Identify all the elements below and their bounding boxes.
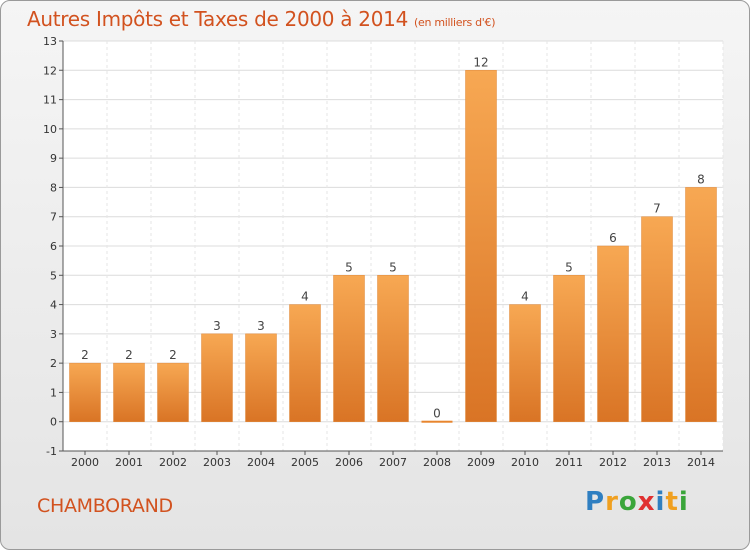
bar [333,275,365,422]
y-tick-label: 7 [50,211,57,224]
proxiti-logo: Proxiti [585,487,689,517]
x-tick-label: 2010 [511,456,539,469]
data-label: 4 [521,290,529,304]
x-tick-label: 2012 [599,456,627,469]
data-label: 7 [653,202,661,216]
bar [113,362,145,422]
y-tick-label: 8 [50,181,57,194]
data-label: 2 [125,348,133,362]
x-tick-label: 2001 [115,456,143,469]
y-tick-label: 11 [43,94,57,107]
y-tick-label: 9 [50,152,57,165]
y-tick-label: 0 [50,416,57,429]
data-labels: 2 2 2 3 3 4 5 5 0 12 4 5 6 7 8 [81,55,705,420]
y-tick-label: 2 [50,357,57,370]
bar [421,420,453,423]
y-tick-label: 10 [43,123,57,136]
logo-letter: r [605,487,619,517]
chart-title: Autres Impôts et Taxes de 2000 à 2014 (en… [27,7,495,31]
bar [465,70,497,422]
title-unit: (en milliers d'€) [414,16,496,29]
y-tick-label: 13 [43,35,57,48]
bar [69,362,101,422]
bar [553,275,585,422]
bar [201,333,233,422]
data-label: 0 [433,407,441,421]
data-label: 12 [473,55,488,69]
data-label: 5 [345,260,353,274]
x-tick-label: 2008 [423,456,451,469]
data-label: 3 [257,319,265,333]
logo-letter: P [585,487,606,517]
x-tick-label: 2011 [555,456,583,469]
axes [59,40,723,455]
y-tick-label: 12 [43,64,57,77]
x-tick-labels: 2000 2001 2002 2003 2004 2005 2006 2007 2008 2009… [71,456,715,469]
bar [685,187,717,422]
x-tick-label: 2006 [335,456,363,469]
title-text: Autres Impôts et Taxes de 2000 à 2014 [27,7,408,31]
commune-name: CHAMBORAND [37,495,173,517]
logo-letter: i [655,487,666,517]
x-tick-label: 2002 [159,456,187,469]
x-tick-label: 2014 [687,456,715,469]
bar [157,362,189,422]
y-tick-label: -1 [46,445,57,458]
x-tick-label: 2004 [247,456,275,469]
x-tick-label: 2013 [643,456,671,469]
data-label: 3 [213,319,221,333]
y-tick-label: 6 [50,240,57,253]
x-tick-label: 2005 [291,456,319,469]
x-tick-label: 2009 [467,456,495,469]
y-tick-label: 1 [50,386,57,399]
data-label: 4 [301,290,309,304]
data-label: 5 [565,260,573,274]
bar [509,304,541,422]
x-tick-label: 2003 [203,456,231,469]
bar [597,245,629,422]
y-tick-label: 5 [50,269,57,282]
logo-letter: x [637,487,656,517]
y-tick-label: 4 [50,299,57,312]
data-label: 2 [169,348,177,362]
logo-letter: i [678,487,689,517]
logo-letter: o [618,487,638,517]
bars [69,70,717,423]
bar [641,216,673,422]
bar [245,333,277,422]
bar [289,304,321,422]
y-tick-label: 3 [50,328,57,341]
data-label: 8 [697,172,705,186]
data-label: 6 [609,231,617,245]
data-label: 2 [81,348,89,362]
x-tick-label: 2000 [71,456,99,469]
x-tick-label: 2007 [379,456,407,469]
logo-letter: t [665,487,679,517]
bar [377,275,409,422]
data-label: 5 [389,260,397,274]
